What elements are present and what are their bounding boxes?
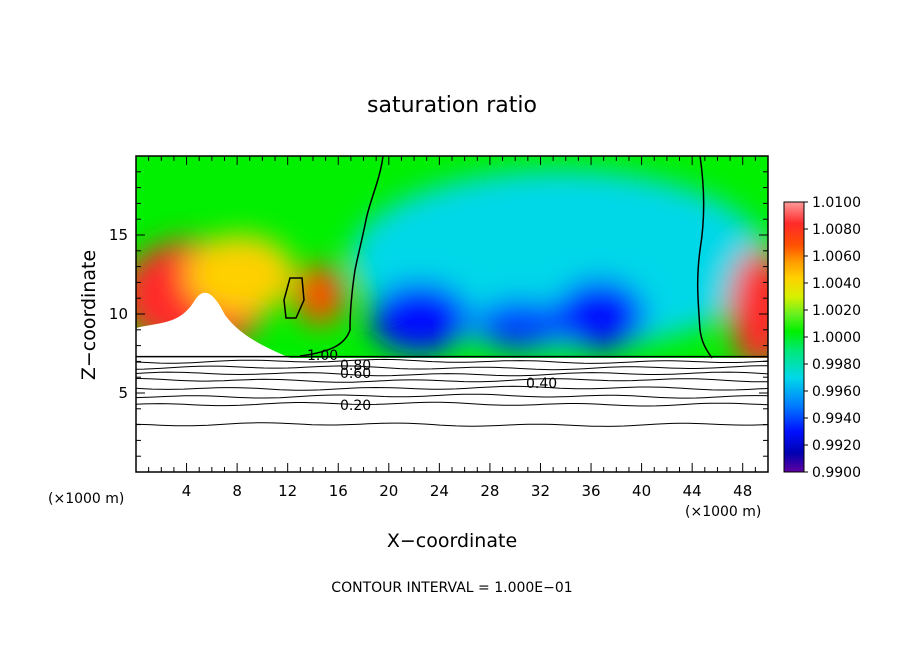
red-zone-mid <box>295 265 345 325</box>
isoline <box>136 365 768 371</box>
contour-1-right-column <box>696 156 713 359</box>
isoline <box>136 401 768 407</box>
colorbar-label: 0.9940 <box>812 411 861 427</box>
x-tick-label: 48 <box>733 482 752 500</box>
isolines <box>136 355 768 427</box>
x-axis-unit-right: (×1000 m) <box>685 504 761 520</box>
contour-label-0.6: 0.60 <box>340 366 371 382</box>
isoline <box>136 358 768 364</box>
colorbar-label: 1.0060 <box>812 249 861 265</box>
colorbar: 1.0100 1.0080 1.0060 1.0040 1.0020 1.0000 0.99… <box>783 195 861 481</box>
contour-label-0.2: 0.20 <box>340 398 371 414</box>
x-tick-label: 44 <box>683 482 702 500</box>
y-axis: 5 10 15 <box>109 171 768 457</box>
deep-blue-zone-1 <box>370 283 470 353</box>
x-tick-label: 36 <box>581 482 600 500</box>
yellow-zone-left <box>185 235 295 315</box>
x-axis-label: X−coordinate <box>387 530 517 552</box>
colorbar-label: 0.9920 <box>812 438 861 454</box>
contour-label-0.4: 0.40 <box>526 376 557 392</box>
x-tick-label: 8 <box>232 482 242 500</box>
colorbar-label: 0.9980 <box>812 357 861 373</box>
x-tick-label: 32 <box>531 482 550 500</box>
colorbar-ticks: 1.0100 1.0080 1.0060 1.0040 1.0020 1.0000 0.99… <box>804 195 861 481</box>
colorbar-label: 0.9960 <box>812 384 861 400</box>
y-tick-label: 15 <box>109 226 128 244</box>
colorbar-label: 1.0100 <box>812 195 861 211</box>
isoline <box>136 393 768 399</box>
colorbar-label: 0.9900 <box>812 465 861 481</box>
heatmap-field <box>136 156 768 472</box>
contour-label-0.8: 0.80 <box>340 358 371 374</box>
contour-label-1: 1.00 <box>307 348 338 364</box>
x-axis: 4 8 12 16 20 24 28 32 36 40 44 48 <box>148 156 756 500</box>
cloud-free-region <box>136 292 768 472</box>
colorbar-label: 1.0080 <box>812 222 861 238</box>
isoline <box>136 422 768 427</box>
deep-blue-zone-3 <box>555 280 645 350</box>
red-zone-right <box>730 250 768 370</box>
y-axis-label: Z−coordinate <box>78 250 100 380</box>
y-tick-label: 5 <box>118 384 128 402</box>
contour-1-left-column <box>299 156 384 357</box>
field-blobs <box>136 170 768 370</box>
x-tick-label: 16 <box>329 482 348 500</box>
colorbar-label: 1.0040 <box>812 276 861 292</box>
contour-interval-note: CONTOUR INTERVAL = 1.000E−01 <box>331 580 572 596</box>
x-axis-unit-left: (×1000 m) <box>48 491 124 507</box>
y-tick-label: 10 <box>109 305 128 323</box>
x-tick-label: 24 <box>430 482 449 500</box>
contour-1-loop <box>283 277 305 319</box>
x-tick-label: 20 <box>379 482 398 500</box>
chart-title: saturation ratio <box>367 93 537 118</box>
isoline <box>136 377 768 383</box>
x-tick-label: 40 <box>632 482 651 500</box>
isoline <box>136 371 768 377</box>
isoline <box>136 385 768 391</box>
x-tick-label: 12 <box>278 482 297 500</box>
colorbar-label: 1.0000 <box>812 330 861 346</box>
x-tick-label: 28 <box>480 482 499 500</box>
colorbar-label: 1.0020 <box>812 303 861 319</box>
x-tick-label: 4 <box>182 482 192 500</box>
deep-blue-zone-2 <box>475 300 565 350</box>
contour-labels: 1.00 0.80 0.60 0.40 0.20 <box>307 348 557 414</box>
colorbar-gradient <box>783 201 805 473</box>
